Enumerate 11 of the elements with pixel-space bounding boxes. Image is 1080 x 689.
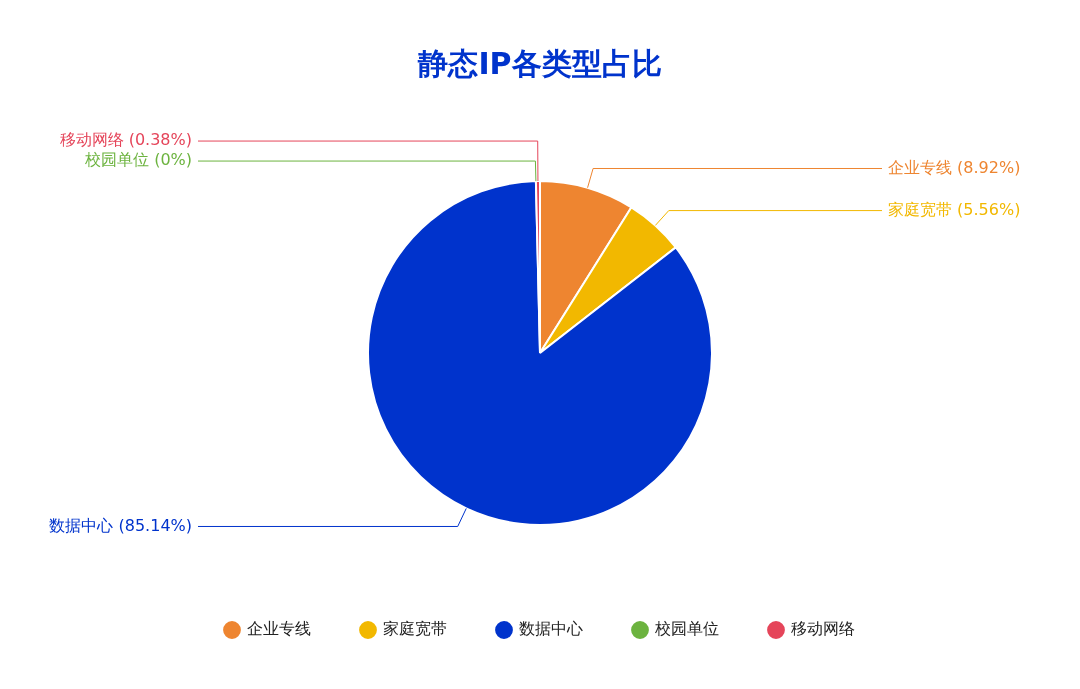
category-label: 校园单位 (0%) xyxy=(85,150,192,170)
legend-label: 移动网络 xyxy=(791,619,855,639)
category-label: 移动网络 (0.38%) xyxy=(59,130,192,150)
legend-label: 家庭宽带 xyxy=(383,619,447,639)
legend-label: 校园单位 xyxy=(654,619,719,639)
category-label: 数据中心 (85.14%) xyxy=(49,515,192,535)
category-label: 家庭宽带 (5.56%) xyxy=(888,199,1021,219)
category-label: 企业专线 (8.92%) xyxy=(888,157,1021,177)
legend-label: 企业专线 xyxy=(247,619,311,639)
legend-label: 数据中心 xyxy=(519,619,583,639)
chart-title: 静态IP各类型占比 xyxy=(417,45,662,81)
